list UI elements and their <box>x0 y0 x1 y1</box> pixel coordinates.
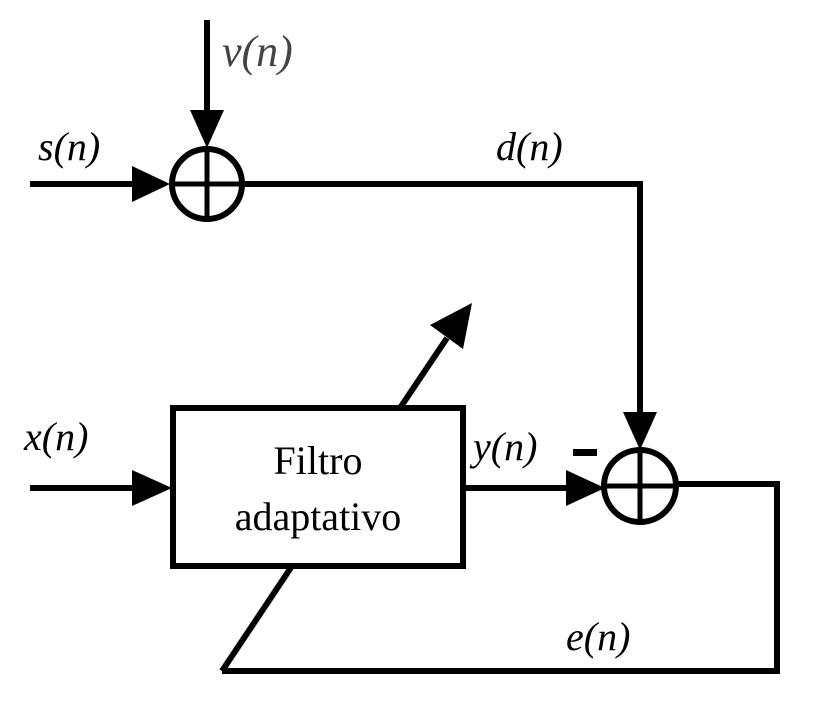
arrow-adaptation <box>430 303 472 349</box>
adaptive-filter-box <box>170 405 466 569</box>
label-d: d(n) <box>496 124 563 169</box>
filter-label-line1: Filtro <box>274 438 363 483</box>
arrow-v-input <box>190 110 224 148</box>
label-x: x(n) <box>23 414 88 459</box>
label-y: y(n) <box>469 424 537 469</box>
filter-label-line2: adaptativo <box>235 494 402 539</box>
label-s: s(n) <box>38 124 100 169</box>
label-v: v(n) <box>222 27 293 76</box>
wire-d-path <box>242 181 643 418</box>
minus-sign <box>573 449 597 456</box>
arrow-s-input <box>132 166 170 202</box>
summing-junction-bottom <box>601 447 679 525</box>
wire-e-feedback <box>222 481 780 674</box>
arrow-d-input <box>623 412 657 450</box>
summing-junction-top <box>169 146 245 222</box>
arrow-y-input <box>566 470 605 506</box>
label-e: e(n) <box>566 614 630 659</box>
wire-adaptation-diagonal-upper <box>397 336 450 410</box>
wire-adaptation-diagonal-lower <box>219 564 295 673</box>
arrow-x-input <box>132 470 172 506</box>
